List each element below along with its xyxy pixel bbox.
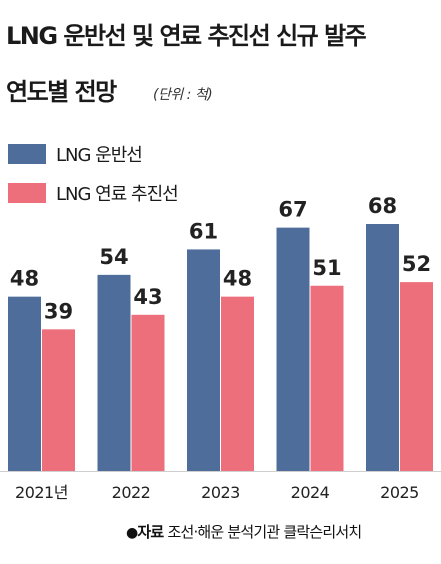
data-label-lng-carrier-1: 54 <box>99 245 128 269</box>
bar-lng-fuel-0 <box>42 329 75 471</box>
legend-label-lng-fuel: LNG 연료 추진선 <box>56 184 179 205</box>
legend-swatch-lng-carrier <box>8 144 46 164</box>
bar-lng-carrier-3 <box>276 227 310 471</box>
bar-lng-carrier-2 <box>187 249 220 471</box>
data-label-lng-carrier-0: 48 <box>10 267 39 291</box>
x-tick-label-4: 2025 <box>380 483 419 502</box>
source-label: 자료 <box>137 523 164 541</box>
data-label-lng-fuel-1: 43 <box>133 285 162 309</box>
data-label-lng-carrier-3: 67 <box>278 198 307 222</box>
legend-swatch-lng-fuel <box>8 183 46 203</box>
data-label-lng-fuel-2: 48 <box>223 267 252 291</box>
x-tick-label-1: 2022 <box>112 483 151 502</box>
bar-lng-fuel-4 <box>400 282 433 471</box>
legend-item-lng-fuel: LNG 연료 추진선 <box>8 180 179 206</box>
legend-label-lng-carrier: LNG 운반선 <box>56 145 143 166</box>
source-bullet: ● <box>126 525 138 541</box>
chart-title: LNG 운반선 및 연료 추진선 신규 발주 <box>6 22 367 50</box>
bar-lng-fuel-2 <box>221 296 254 471</box>
data-label-lng-carrier-2: 61 <box>189 219 218 243</box>
unit-label: (단위 : 척) <box>153 87 213 103</box>
bar-lng-fuel-3 <box>310 285 344 471</box>
bar-lng-fuel-1 <box>131 314 165 471</box>
x-tick-label-3: 2024 <box>291 483 330 502</box>
bar-lng-carrier-1 <box>97 274 131 471</box>
data-label-lng-fuel-4: 52 <box>402 252 431 276</box>
data-label-lng-fuel-0: 39 <box>44 299 73 323</box>
data-label-lng-fuel-3: 51 <box>312 256 341 280</box>
legend-item-lng-carrier: LNG 운반선 <box>8 141 143 167</box>
data-label-lng-carrier-4: 68 <box>368 194 397 218</box>
x-tick-label-0: 2021년 <box>15 483 68 502</box>
source-text: 조선·해운 분석기관 클락슨리서치 <box>167 523 362 541</box>
chart-subtitle: 연도별 전망 <box>6 78 117 106</box>
x-tick-label-2: 2023 <box>201 483 240 502</box>
bar-lng-carrier-4 <box>366 224 399 471</box>
bar-lng-carrier-0 <box>8 296 41 471</box>
source-note: ●자료 조선·해운 분석기관 클락슨리서치 <box>126 521 362 542</box>
